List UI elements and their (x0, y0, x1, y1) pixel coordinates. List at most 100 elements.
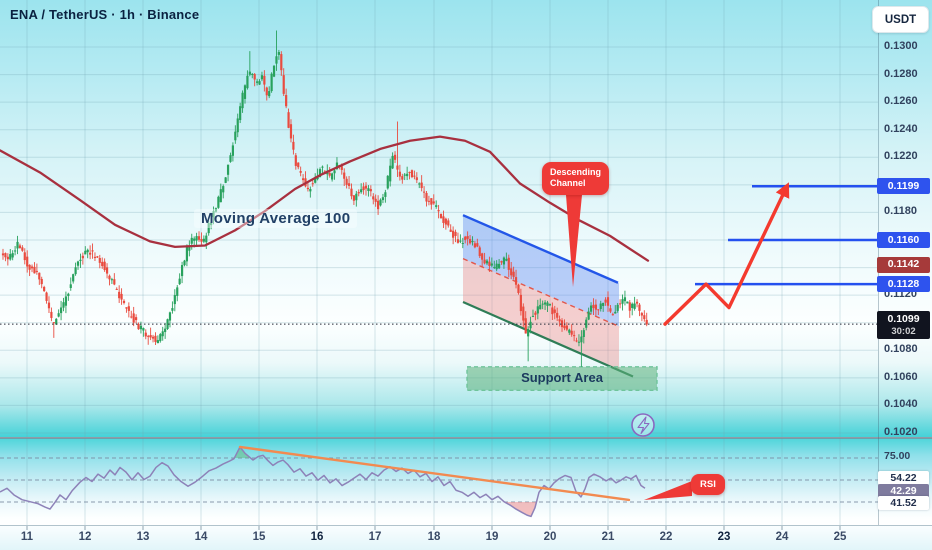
candle-body (621, 299, 624, 304)
current-price-label[interactable]: 0.1099 30:02 (877, 311, 930, 340)
rsi-axis-label-41-52[interactable]: 41.52 (878, 496, 929, 510)
candle-body (473, 243, 476, 248)
candle-body (57, 313, 60, 317)
candle-body (362, 186, 365, 191)
candle-body (147, 335, 150, 337)
candle-body (393, 154, 397, 160)
candle-body (294, 155, 297, 166)
ma-value-label[interactable]: 0.1142 (877, 256, 930, 273)
candle-body (384, 192, 387, 197)
candle-body (519, 294, 522, 312)
candle-body (546, 302, 549, 306)
candle-body (16, 241, 19, 249)
candle-body (529, 321, 532, 329)
candle-body (447, 220, 450, 226)
candle-body (505, 258, 508, 261)
candle-body (565, 325, 568, 330)
candle-body (534, 312, 537, 315)
price-level-label[interactable]: 0.1199 (877, 178, 930, 195)
candle-body (122, 300, 126, 303)
candle-body (430, 198, 433, 205)
candle-body (6, 256, 9, 260)
candle-body (582, 330, 585, 337)
projection-arrow[interactable] (663, 182, 790, 326)
candle-body (379, 199, 382, 206)
candle-body (461, 243, 464, 245)
candle-body (626, 301, 629, 304)
candle-body (299, 171, 302, 173)
candle-body (178, 278, 181, 285)
candle-body (21, 247, 24, 251)
candle-body (260, 75, 264, 80)
candle-body (89, 252, 92, 255)
candle-body (507, 257, 510, 270)
candle-body (297, 162, 300, 168)
candle-body (488, 261, 491, 266)
candle-body (485, 260, 489, 264)
candle-body (466, 236, 469, 239)
candle-body (406, 173, 409, 177)
candlestick-series (1, 30, 648, 367)
candle-body (101, 261, 104, 267)
price-level-label[interactable]: 0.1160 (877, 232, 930, 249)
candle-body (498, 263, 501, 269)
candle-body (200, 239, 203, 242)
rsi-axis-label-54-22[interactable]: 54.22 (878, 471, 929, 485)
candle-body (195, 236, 198, 241)
rsi-trendline[interactable] (238, 445, 631, 502)
candle-body (585, 319, 588, 328)
candle-body (420, 182, 423, 189)
candle-body (468, 238, 472, 244)
candle-body (282, 75, 285, 94)
candle-body (611, 314, 614, 316)
candle-body (377, 200, 380, 210)
channel-bottom-line[interactable] (462, 301, 634, 378)
candle-body (331, 173, 334, 180)
candle-body (84, 250, 87, 255)
candle-body (575, 340, 578, 342)
candle-body (23, 252, 26, 261)
rsi-axis-label-42-29[interactable]: 42.29 (878, 484, 929, 498)
candle-body (125, 307, 128, 309)
candle-body (168, 312, 172, 321)
candle-body (86, 249, 89, 253)
candle-body (265, 87, 268, 96)
candle-body (287, 112, 290, 128)
channel-top-line[interactable] (462, 214, 619, 284)
candle-body (156, 340, 159, 344)
candle-body (580, 336, 583, 343)
candle-body (442, 216, 445, 223)
currency-toggle-button[interactable]: USDT (872, 6, 929, 33)
candle-body (272, 65, 276, 77)
candle-body (386, 175, 389, 189)
candle-body (645, 319, 648, 325)
candle-body (524, 318, 527, 334)
candle-body (91, 250, 94, 252)
candle-body (127, 306, 130, 311)
candle-body (263, 75, 266, 85)
candle-body (444, 218, 447, 225)
candle-body (183, 260, 186, 266)
candle-body (541, 303, 544, 305)
candle-body (217, 196, 220, 208)
candle-body (597, 309, 600, 311)
rsi-line[interactable] (0, 446, 646, 518)
candle-body (142, 328, 145, 331)
candle-body (35, 270, 38, 272)
candle-body (132, 313, 135, 323)
candle-body (311, 183, 314, 185)
candle-body (258, 81, 261, 85)
candle-body (173, 295, 176, 305)
support-area-box[interactable] (466, 366, 658, 391)
candle-body (556, 312, 559, 318)
candle-body (280, 54, 283, 71)
candle-body (425, 192, 428, 202)
ma100-line[interactable] (0, 135, 650, 262)
candle-body (352, 195, 355, 201)
lightning-icon[interactable] (631, 413, 655, 437)
price-level-label[interactable]: 0.1128 (877, 276, 930, 293)
candle-body (464, 236, 467, 240)
candle-body (512, 271, 515, 277)
lightning-icon-circle (631, 413, 655, 437)
